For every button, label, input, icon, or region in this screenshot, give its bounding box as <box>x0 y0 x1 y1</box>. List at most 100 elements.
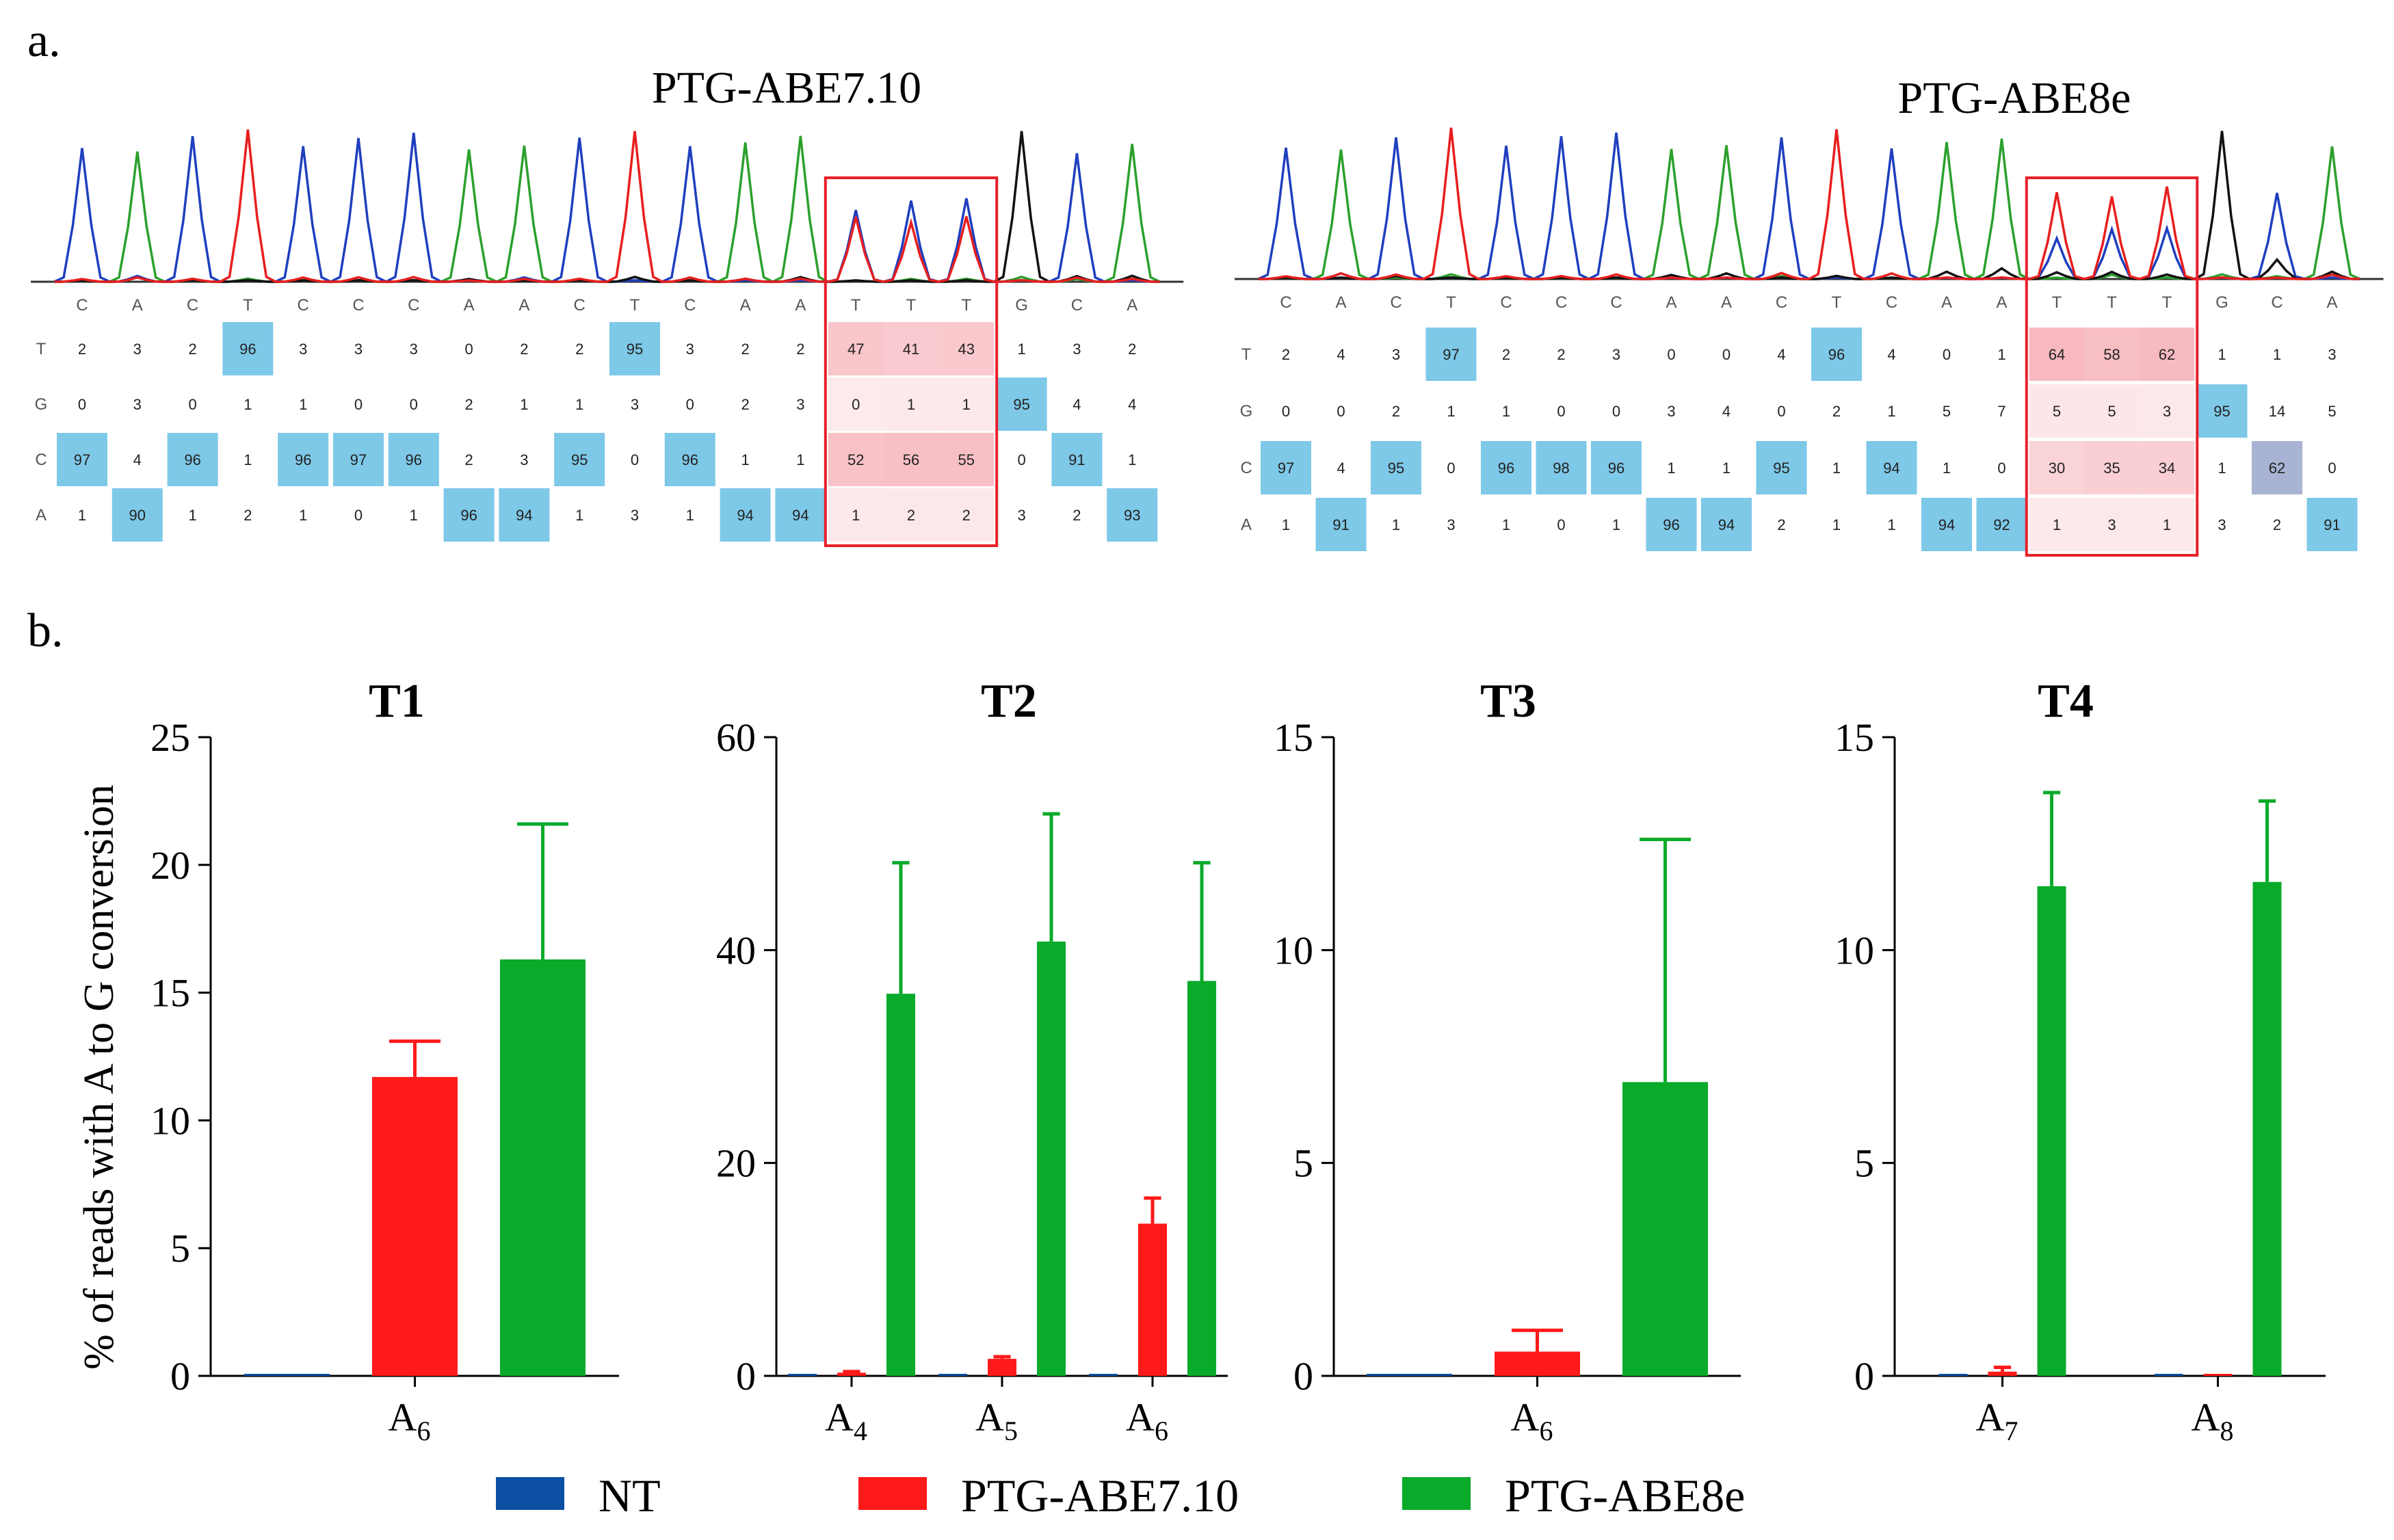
table-cell-value: 95 <box>1013 396 1029 413</box>
table-cell-value: 92 <box>1993 516 2010 533</box>
y-tick-label: 15 <box>150 971 190 1015</box>
table-cell-highlight <box>828 488 884 542</box>
row-base-label: T <box>1241 345 1252 364</box>
chart-title: T2 <box>981 675 1037 728</box>
table-cell-value: 94 <box>1883 460 1899 477</box>
table-cell-bg <box>1261 441 1311 494</box>
table-cell-value: 5 <box>2328 403 2336 420</box>
base-letter: C <box>1390 293 1402 312</box>
table-cell-value: 97 <box>74 451 90 468</box>
table-cell-value: 1 <box>2218 460 2226 477</box>
table-cell-bg <box>111 488 163 542</box>
table-cell-value: 1 <box>1887 403 1895 420</box>
bar-nt <box>938 1374 967 1376</box>
table-cell-bg <box>1591 441 1642 494</box>
table-cell-highlight <box>2139 328 2195 381</box>
trace-t <box>54 129 1160 283</box>
table-cell-highlight <box>2139 441 2195 494</box>
table-cell-value: 3 <box>410 341 418 358</box>
table-cell-value: 0 <box>464 341 473 358</box>
table-cell-value: 3 <box>631 396 639 413</box>
table-cell-bg <box>1976 498 2027 551</box>
table-cell-value: 95 <box>1773 460 1789 477</box>
x-tick-label: A4 <box>825 1395 867 1446</box>
table-cell-bg <box>996 377 1047 431</box>
table-cell-value: 94 <box>516 507 532 524</box>
base-letter: A <box>518 296 529 315</box>
table-cell-value: 91 <box>1068 451 1085 468</box>
table-cell-value: 96 <box>406 451 422 468</box>
y-tick-label: 40 <box>716 928 756 972</box>
table-cell-highlight <box>883 433 939 486</box>
table-cell-highlight <box>2029 384 2085 438</box>
table-cell-bg <box>1051 433 1103 486</box>
base-letter: C <box>1776 293 1787 312</box>
table-cell-value: 2 <box>188 341 196 358</box>
base-letter: T <box>1446 293 1456 312</box>
table-cell-bg <box>554 433 605 486</box>
trace-t <box>1258 127 2360 280</box>
base-letter: T <box>2162 293 2172 312</box>
table-cell-highlight <box>883 488 939 542</box>
table-cell-bg <box>167 433 218 486</box>
table-cell-value: 2 <box>1128 341 1136 358</box>
table-cell-value: 0 <box>354 396 363 413</box>
x-tick-label: A6 <box>1126 1395 1168 1446</box>
table-cell-highlight <box>2084 328 2140 381</box>
bar-ptg-abe7-10 <box>837 1372 866 1376</box>
table-cell-value: 0 <box>1722 346 1731 363</box>
table-cell-value: 1 <box>796 451 804 468</box>
base-letter: T <box>961 296 971 315</box>
bar-ptg-abe7-10 <box>1495 1351 1580 1376</box>
table-cell-highlight <box>938 322 995 375</box>
table-cell-bg <box>1811 328 1862 381</box>
table-cell-highlight <box>2139 384 2195 438</box>
table-cell-bg <box>2252 441 2302 494</box>
bar-ptg-abe8e <box>886 994 915 1376</box>
table-cell-value: 90 <box>129 507 146 524</box>
bar-nt <box>2154 1374 2183 1376</box>
trace-a <box>1258 138 2360 280</box>
table-cell-value: 5 <box>2053 403 2061 420</box>
table-cell-value: 95 <box>627 341 643 358</box>
table-cell-value: 3 <box>2107 516 2116 533</box>
table-cell-highlight <box>828 322 884 375</box>
table-cell-value: 0 <box>686 396 694 413</box>
base-letter: C <box>2271 293 2283 312</box>
table-cell-highlight <box>938 377 995 431</box>
table-cell-value: 64 <box>2049 346 2065 363</box>
table-cell-value: 1 <box>1722 460 1731 477</box>
base-letter: A <box>132 296 143 315</box>
table-cell-bg <box>1107 488 1158 542</box>
base-letter: A <box>795 296 806 315</box>
table-cell-bg <box>1425 328 1477 381</box>
table-cell-value: 2 <box>1282 346 1290 363</box>
table-cell-bg <box>1481 441 1531 494</box>
table-cell-value: 1 <box>1392 516 1400 533</box>
table-cell-value: 3 <box>354 341 363 358</box>
table-cell-bg <box>664 433 715 486</box>
table-cell-highlight <box>2084 384 2140 438</box>
trace-a <box>54 135 1161 283</box>
bar-ptg-abe8e <box>1187 981 1216 1376</box>
table-cell-value: 93 <box>1124 507 1140 524</box>
table-cell-value: 1 <box>520 396 528 413</box>
chromatogram-title: PTG-ABE8e <box>1898 73 2131 123</box>
table-cell-value: 3 <box>520 451 528 468</box>
x-tick-label: A6 <box>1511 1395 1553 1446</box>
trace-c <box>1258 132 2360 280</box>
table-cell-value: 1 <box>1667 460 1675 477</box>
bar-ptg-abe8e <box>1037 941 1066 1376</box>
legend: NT PTG-ABE7.10 PTG-ABE8e <box>496 1470 1745 1522</box>
table-cell-highlight <box>2084 441 2140 494</box>
table-cell-value: 1 <box>2273 346 2281 363</box>
base-letter: A <box>740 296 751 315</box>
table-cell-value: 4 <box>1337 346 1345 363</box>
legend-swatch-abe7 <box>858 1477 927 1510</box>
table-cell-value: 56 <box>903 451 919 468</box>
table-cell-value: 0 <box>1447 460 1455 477</box>
base-letter: C <box>1886 293 1897 312</box>
table-cell-value: 95 <box>571 451 588 468</box>
base-letter: C <box>1280 293 1291 312</box>
